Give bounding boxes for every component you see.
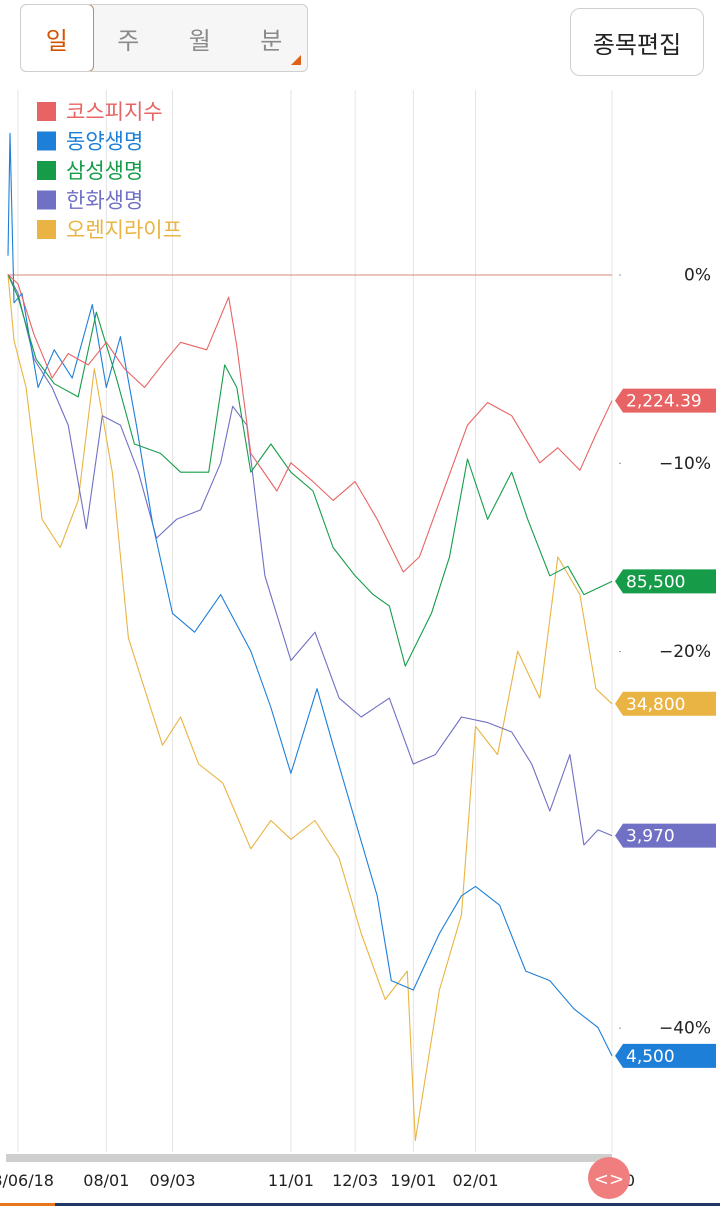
last-value-badge xyxy=(615,388,716,413)
x-tick-label: 11/01 xyxy=(268,1171,314,1190)
legend-swatch xyxy=(37,220,56,239)
last-value-badge xyxy=(615,1043,716,1068)
y-axis-ticks: 0%−10%−20%−30%−40% xyxy=(619,266,711,1039)
series-line xyxy=(7,274,613,573)
horizontal-scrollbar[interactable] xyxy=(6,1154,612,1162)
x-tick-label: 12/03 xyxy=(332,1171,378,1190)
y-tick-label: −10% xyxy=(659,454,711,474)
legend-swatch xyxy=(37,102,56,121)
legend-label: 오렌지라이프 xyxy=(66,218,182,242)
period-tab-group: 일 주 월 분 xyxy=(20,4,308,72)
last-value-label: 3,970 xyxy=(626,827,675,847)
series-line xyxy=(7,274,613,667)
legend-label: 삼성생명 xyxy=(66,159,143,183)
y-tick-label: 0% xyxy=(684,266,711,286)
legend-label: 코스피지수 xyxy=(66,100,163,124)
y-tick-mark xyxy=(619,1027,621,1029)
x-tick-label: 19/01 xyxy=(390,1171,436,1190)
x-tick-label: 09/03 xyxy=(149,1171,195,1190)
tab-month-label: 월 xyxy=(188,26,211,55)
series-line xyxy=(7,274,613,1142)
x-tick-label: 18/06/18 xyxy=(0,1171,54,1190)
x-axis-ticks: 18/06/1808/0109/0311/0112/0319/0102/0104… xyxy=(0,1171,635,1190)
y-tick-mark xyxy=(619,651,621,653)
last-value-badge xyxy=(615,691,716,716)
y-tick-mark xyxy=(619,462,621,464)
tab-week[interactable]: 주 xyxy=(93,5,165,71)
series-line xyxy=(7,274,613,846)
x-tick-label: 08/01 xyxy=(83,1171,129,1190)
legend-label: 동양생명 xyxy=(66,130,143,154)
last-value-labels: 2,224.39 4,500 85,500 3,970 34,800 xyxy=(615,388,716,1068)
last-value-badge xyxy=(615,823,716,848)
edit-stocks-button[interactable]: 종목편집 xyxy=(570,8,704,76)
tab-week-label: 주 xyxy=(117,26,140,55)
tab-minute[interactable]: 분 xyxy=(236,5,308,71)
x-tick-label: 02/01 xyxy=(452,1171,498,1190)
tab-day-label: 일 xyxy=(45,26,68,55)
series-lines xyxy=(7,132,613,1142)
tab-month[interactable]: 월 xyxy=(164,5,236,71)
tab-minute-label: 분 xyxy=(260,26,283,55)
legend-swatch xyxy=(37,161,56,180)
y-tick-mark xyxy=(619,274,621,276)
last-value-badge xyxy=(615,569,716,594)
grid-lines xyxy=(17,90,613,1152)
series-line xyxy=(7,132,613,1057)
tab-day[interactable]: 일 xyxy=(21,5,94,71)
legend-swatch xyxy=(37,131,56,151)
last-value-label: 34,800 xyxy=(626,695,685,715)
scroll-handle[interactable]: <> xyxy=(588,1157,630,1199)
last-value-label: 2,224.39 xyxy=(626,392,702,412)
legend-label: 한화생명 xyxy=(66,189,143,213)
last-value-label: 4,500 xyxy=(626,1047,675,1067)
scroll-handle-arrows: <> xyxy=(594,1169,624,1190)
last-value-label: 85,500 xyxy=(626,572,685,592)
y-tick-label: −20% xyxy=(659,642,711,662)
dropdown-corner-icon xyxy=(291,55,301,65)
legend-swatch xyxy=(37,190,56,210)
y-tick-label: −40% xyxy=(659,1019,711,1039)
bottom-nav-accent xyxy=(0,1203,55,1206)
edit-stocks-label: 종목편집 xyxy=(592,30,682,59)
scroll-handle-icon[interactable] xyxy=(588,1157,630,1199)
bottom-nav-line xyxy=(0,1203,720,1206)
